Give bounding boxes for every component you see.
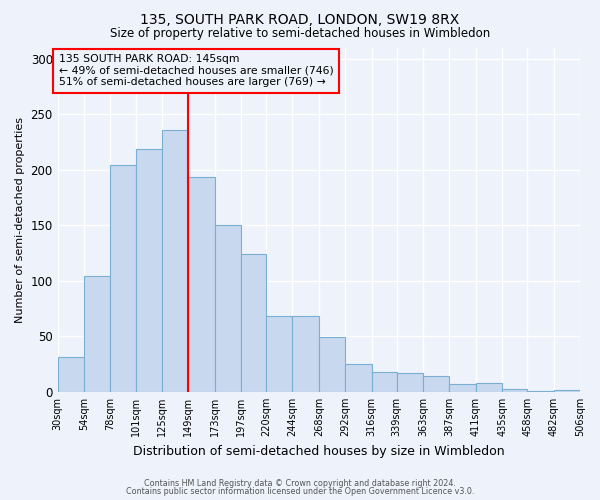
Bar [502,388,527,392]
Bar [449,384,476,392]
Bar [554,390,580,392]
Bar [371,372,397,392]
X-axis label: Distribution of semi-detached houses by size in Wimbledon: Distribution of semi-detached houses by … [133,444,505,458]
Bar [266,316,292,392]
Bar [136,148,162,392]
Bar [476,383,502,392]
Bar [110,166,136,392]
Bar [423,376,449,392]
Bar [397,373,423,392]
Bar [527,391,554,392]
Bar [162,130,188,392]
Text: Contains HM Land Registry data © Crown copyright and database right 2024.: Contains HM Land Registry data © Crown c… [144,478,456,488]
Text: 135, SOUTH PARK ROAD, LONDON, SW19 8RX: 135, SOUTH PARK ROAD, LONDON, SW19 8RX [140,12,460,26]
Bar [84,276,110,392]
Bar [241,254,266,392]
Bar [345,364,371,392]
Y-axis label: Number of semi-detached properties: Number of semi-detached properties [15,116,25,322]
Bar [188,178,215,392]
Bar [319,338,345,392]
Text: Size of property relative to semi-detached houses in Wimbledon: Size of property relative to semi-detach… [110,28,490,40]
Text: 135 SOUTH PARK ROAD: 145sqm
← 49% of semi-detached houses are smaller (746)
51% : 135 SOUTH PARK ROAD: 145sqm ← 49% of sem… [59,54,334,88]
Text: Contains public sector information licensed under the Open Government Licence v3: Contains public sector information licen… [126,487,474,496]
Bar [215,226,241,392]
Bar [292,316,319,392]
Bar [58,358,84,392]
